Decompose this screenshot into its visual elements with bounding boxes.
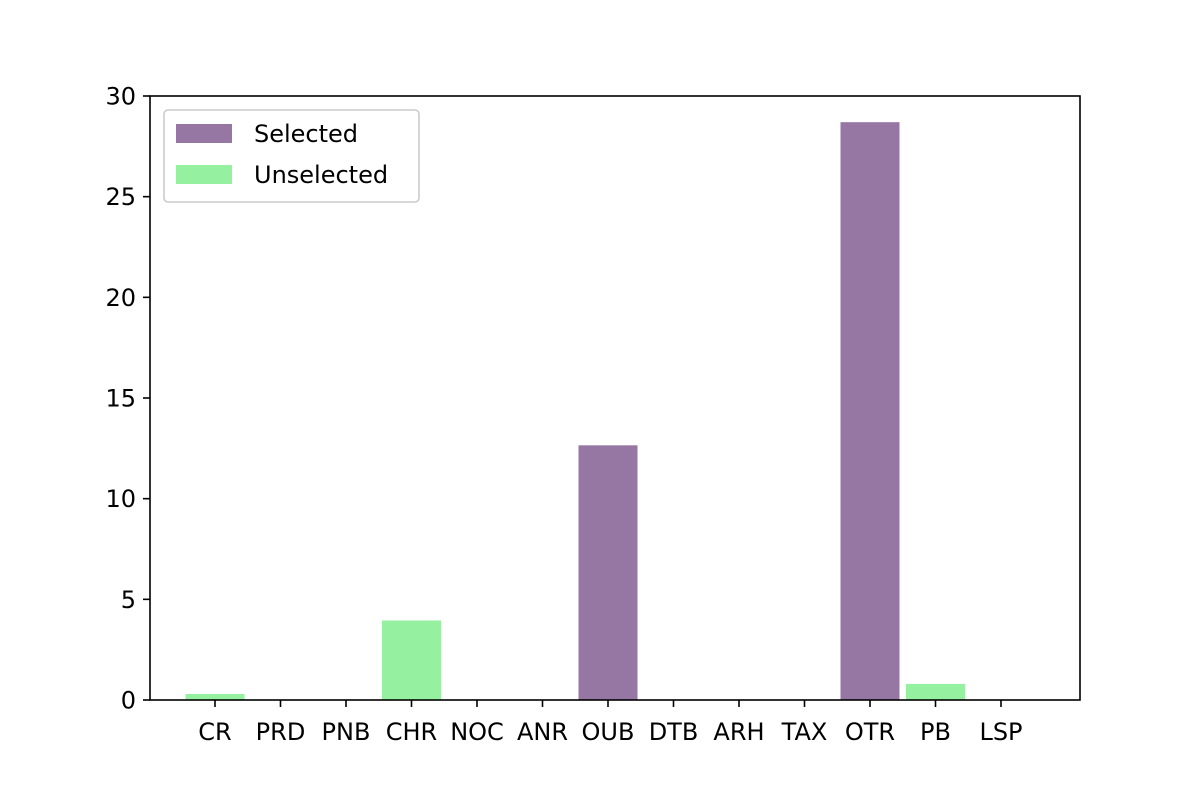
bar-selected-otr bbox=[840, 122, 900, 700]
bar-selected-oub bbox=[578, 445, 638, 700]
x-tick-label-arh: ARH bbox=[713, 718, 764, 746]
legend-swatch-selected bbox=[176, 124, 232, 143]
x-tick-label-pnb: PNB bbox=[322, 718, 371, 746]
x-tick-label-pb: PB bbox=[920, 718, 951, 746]
bar-unselected-pb bbox=[906, 683, 965, 700]
x-tick-label-anr: ANR bbox=[517, 718, 568, 746]
y-tick-label-30: 30 bbox=[105, 83, 136, 111]
legend: Selected Unselected bbox=[163, 109, 420, 203]
y-tick-label-10: 10 bbox=[105, 485, 136, 513]
x-tick-label-dtb: DTB bbox=[649, 718, 699, 746]
y-tick-label-20: 20 bbox=[105, 284, 136, 312]
bar-unselected-chr bbox=[382, 620, 441, 700]
legend-label-unselected: Unselected bbox=[254, 161, 388, 189]
axes-layer: 0 5 10 15 20 25 30 CR PRD PNB CHR NOC ANR OUB DTB ARH TA… bbox=[105, 83, 1081, 746]
x-tick-label-noc: NOC bbox=[450, 718, 504, 746]
bars-layer bbox=[185, 122, 965, 700]
y-tick-label-15: 15 bbox=[105, 385, 136, 413]
legend-label-selected: Selected bbox=[254, 120, 358, 148]
x-tick-label-chr: CHR bbox=[386, 718, 437, 746]
x-tick-label-oub: OUB bbox=[582, 718, 635, 746]
y-tick-label-5: 5 bbox=[121, 586, 136, 614]
bar-unselected-cr bbox=[185, 693, 245, 700]
x-tick-label-prd: PRD bbox=[256, 718, 306, 746]
x-tick-label-tax: TAX bbox=[781, 718, 828, 746]
y-tick-label-0: 0 bbox=[121, 687, 136, 715]
legend-swatch-unselected bbox=[176, 165, 232, 184]
x-tick-label-cr: CR bbox=[198, 718, 231, 746]
x-tick-label-lsp: LSP bbox=[979, 718, 1022, 746]
y-tick-label-25: 25 bbox=[105, 183, 136, 211]
x-tick-label-otr: OTR bbox=[845, 718, 895, 746]
